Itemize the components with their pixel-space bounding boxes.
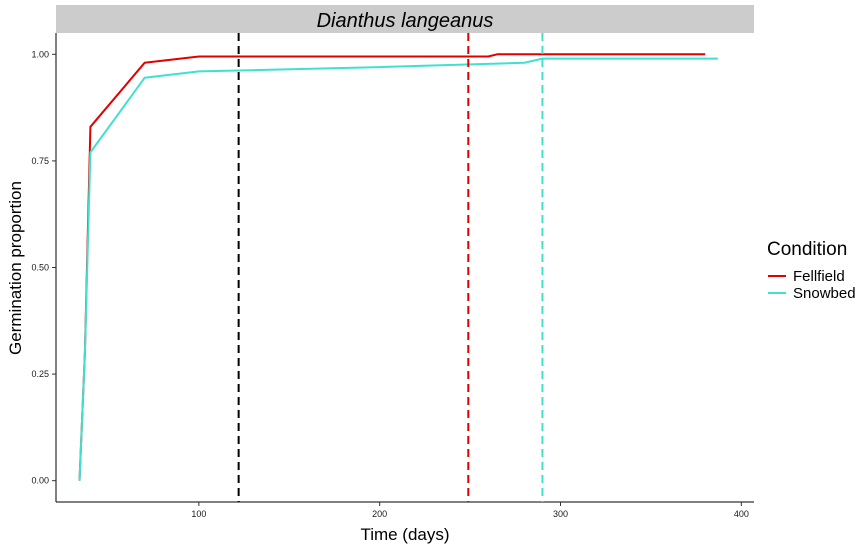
facet-strip	[56, 5, 754, 33]
y-tick-label: 0.00	[31, 476, 49, 486]
facet-title: Dianthus langeanus	[317, 10, 494, 32]
y-tick-label: 0.25	[31, 369, 49, 379]
legend-label-snowbed: Snowbed	[793, 285, 856, 302]
x-axis-title: Time (days)	[360, 525, 449, 544]
legend-label-fellfield: Fellfield	[793, 268, 845, 285]
series-line-snowbed	[78, 57, 718, 481]
plot-panel: 0.00 0.25 0.50 0.75 1.00 100 200 300 400	[31, 33, 754, 519]
series-line-fellfield	[78, 53, 706, 481]
x-tick-label: 100	[191, 509, 206, 519]
y-axis-title: Germination proportion	[6, 181, 25, 355]
y-tick-label: 0.50	[31, 263, 49, 273]
x-tick-label: 400	[734, 509, 749, 519]
x-tick-label: 300	[553, 509, 568, 519]
y-tick-label: 1.00	[31, 49, 49, 59]
x-tick-label: 200	[372, 509, 387, 519]
legend-title: Condition	[767, 239, 847, 260]
y-tick-label: 0.75	[31, 156, 49, 166]
